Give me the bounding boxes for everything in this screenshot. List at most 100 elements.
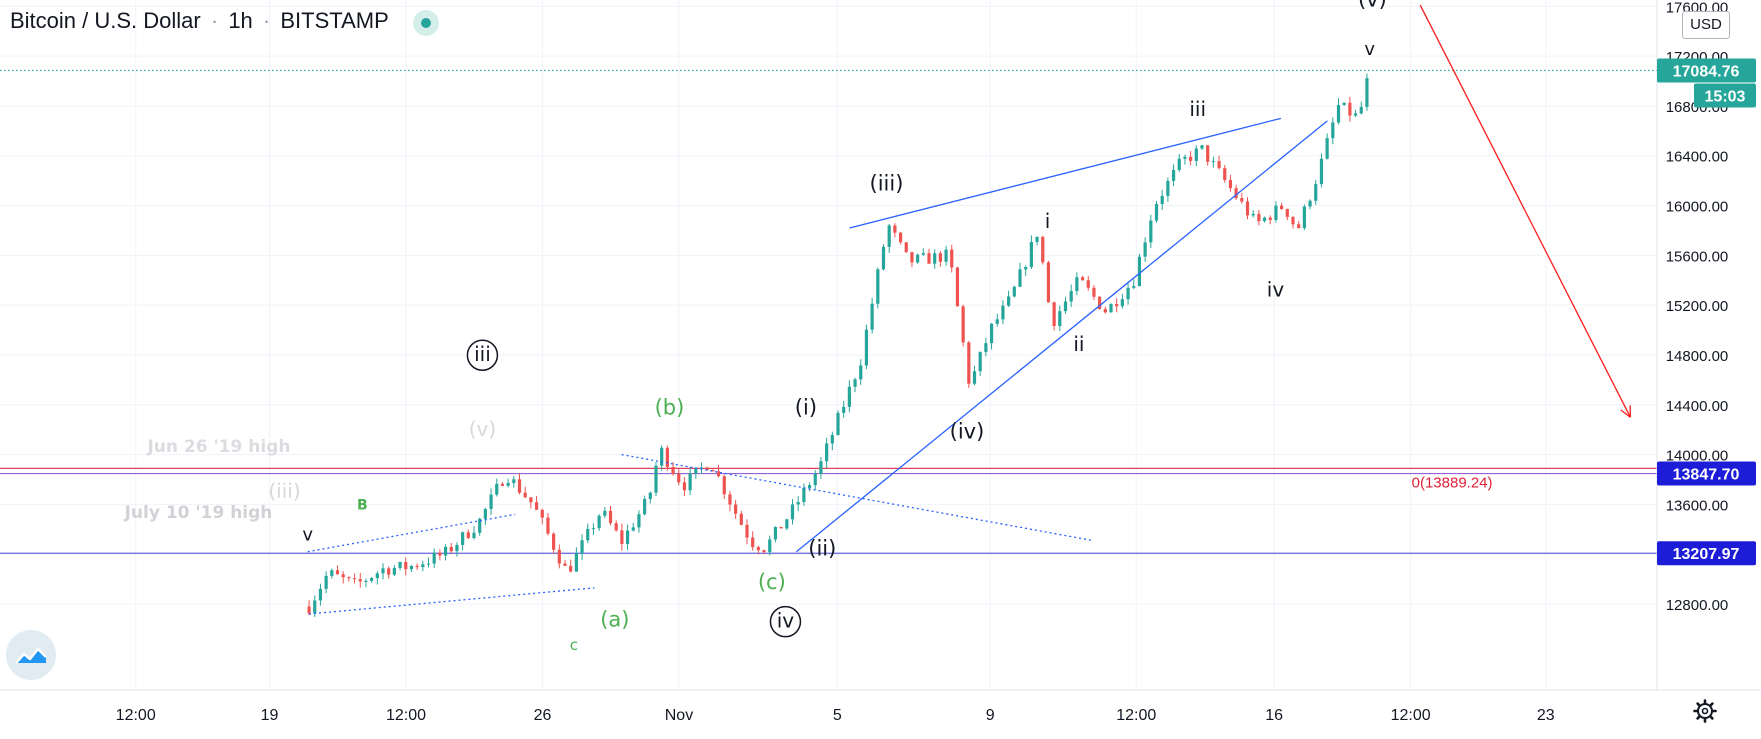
candle-body [1234, 188, 1238, 199]
candle-body [950, 249, 954, 268]
wave-label: c [570, 636, 578, 654]
wave-label: v [1364, 39, 1375, 60]
separator: · [262, 8, 271, 33]
candle-body [660, 447, 664, 466]
price-tag-box [1657, 541, 1756, 566]
candle-body [722, 476, 726, 495]
price-tick-label: 15200.00 [1666, 298, 1729, 315]
candle-body [756, 547, 760, 551]
candle-body [381, 568, 385, 574]
candle-body [876, 269, 880, 304]
candle-body [802, 487, 806, 503]
candle-body [688, 473, 692, 491]
candle-body [466, 532, 470, 538]
wave-label: i [1045, 209, 1051, 233]
candle-body [1058, 311, 1062, 327]
candle-body [1285, 209, 1289, 217]
chart-title: Bitcoin / U.S. Dollar · 1h · BITSTAMP [10, 8, 389, 34]
candle-body [654, 465, 658, 493]
candle-body [523, 492, 527, 498]
candle-body [1086, 280, 1090, 288]
candle-body [608, 510, 613, 524]
candle-body [1007, 296, 1011, 306]
wave-label: B [357, 497, 368, 513]
wave-label: v [302, 525, 313, 546]
candle-body [1149, 220, 1153, 243]
candle-body [1126, 287, 1130, 300]
candle-body [887, 225, 891, 247]
price-tag-label: 17084.76 [1673, 63, 1740, 80]
time-tick-label: Nov [665, 707, 693, 724]
candle-body [1092, 287, 1096, 297]
candle-body [1132, 286, 1136, 288]
candle-body [1257, 213, 1261, 222]
candle-body [1154, 204, 1159, 221]
price-axis-background [1657, 0, 1761, 690]
candle-body [813, 474, 817, 486]
candle-body [313, 600, 317, 614]
trendline [309, 587, 595, 615]
candle-body [790, 504, 795, 520]
candle-body [921, 253, 925, 255]
candle-body [1314, 184, 1318, 201]
candle-body [1217, 161, 1221, 169]
candle-body [739, 513, 743, 525]
time-tick-label: 16 [1265, 707, 1283, 724]
candle-body [728, 494, 732, 505]
candle-body [625, 530, 630, 544]
candle-body [853, 379, 857, 387]
candlesticks [307, 73, 1369, 618]
time-tick-label: 26 [534, 707, 552, 724]
candle-body [1024, 267, 1028, 270]
wave-label: July 10 '19 high [124, 503, 273, 523]
candle-body [603, 510, 607, 516]
candle-body [933, 253, 937, 264]
candle-body [1177, 158, 1181, 170]
wave-label: (iv) [950, 419, 985, 443]
price-tag-label: 13207.97 [1673, 546, 1740, 563]
candle-body [1336, 104, 1341, 123]
price-tick-label: 13600.00 [1666, 497, 1729, 514]
candle-body [540, 509, 544, 518]
candle-body [1012, 286, 1016, 297]
candle-body [409, 565, 414, 570]
candle-body [443, 546, 448, 556]
horizontal-levels: 0(13889.24) [0, 69, 1657, 554]
candle-body [705, 467, 709, 471]
currency-button[interactable]: USD [1682, 11, 1730, 39]
gear-icon[interactable] [1692, 698, 1718, 724]
candle-body [864, 329, 869, 366]
candle-body [1353, 113, 1358, 116]
wave-label: (c) [758, 570, 786, 594]
candle-body [745, 524, 749, 538]
wave-label-circle [769, 605, 802, 638]
countdown-box [1694, 83, 1756, 108]
candle-body [318, 588, 323, 601]
candle-body [1183, 156, 1187, 159]
price-tag-box [1657, 461, 1756, 486]
candle-body [1109, 304, 1113, 313]
candle-body [438, 552, 442, 556]
arrow-head [1620, 409, 1631, 418]
candle-body [1319, 158, 1324, 185]
candle-body [972, 371, 977, 384]
time-axis-background [0, 690, 1761, 739]
candle-body [478, 518, 482, 533]
candle-body [711, 470, 715, 472]
candle-body [637, 514, 641, 528]
time-tick-label: 19 [261, 707, 279, 724]
candle-body [955, 267, 960, 307]
exchange-label[interactable]: BITSTAMP [280, 8, 389, 33]
interval-label[interactable]: 1h [228, 8, 253, 33]
wave-label: (ii) [808, 536, 836, 560]
candle-body [1268, 217, 1272, 220]
symbol-name[interactable]: Bitcoin / U.S. Dollar [10, 8, 201, 33]
tradingview-logo-icon[interactable] [6, 630, 56, 680]
candle-body [842, 406, 846, 413]
candle-body [375, 573, 379, 579]
candle-body [546, 517, 550, 534]
trendline [795, 120, 1328, 553]
candle-body [358, 579, 362, 582]
candle-body [620, 530, 624, 544]
